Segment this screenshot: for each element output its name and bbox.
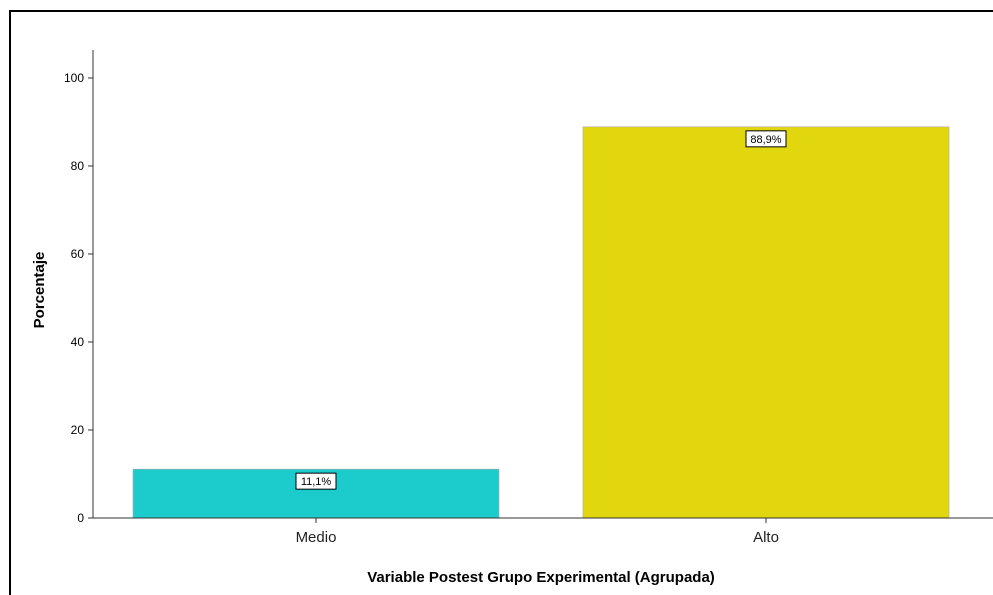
y-tick-label: 0 bbox=[77, 511, 84, 525]
labels-group: Medio 11,1% Alto 88,9% bbox=[295, 130, 787, 546]
data-label-alto: 88,9% bbox=[750, 134, 781, 146]
x-axis-title: Variable Postest Grupo Experimental (Agr… bbox=[367, 569, 715, 586]
y-tick-label: 20 bbox=[71, 423, 85, 437]
data-label-box bbox=[295, 472, 337, 490]
y-tick-label: 40 bbox=[71, 335, 85, 349]
x-tick-label-alto: Alto bbox=[753, 529, 779, 546]
data-label-medio: 11,1% bbox=[301, 476, 332, 488]
axes-group: 0 20 40 60 80 100 bbox=[64, 50, 993, 525]
y-axis-title: Porcentaje bbox=[31, 252, 48, 329]
chart-frame bbox=[9, 10, 993, 595]
y-tick-label: 80 bbox=[71, 159, 85, 173]
data-label-box bbox=[745, 130, 787, 148]
x-tick-label-medio: Medio bbox=[296, 529, 337, 546]
y-tick-label: 60 bbox=[71, 247, 85, 261]
bar-alto bbox=[582, 126, 950, 519]
bars-group bbox=[132, 126, 950, 519]
y-tick-label: 100 bbox=[64, 71, 84, 85]
